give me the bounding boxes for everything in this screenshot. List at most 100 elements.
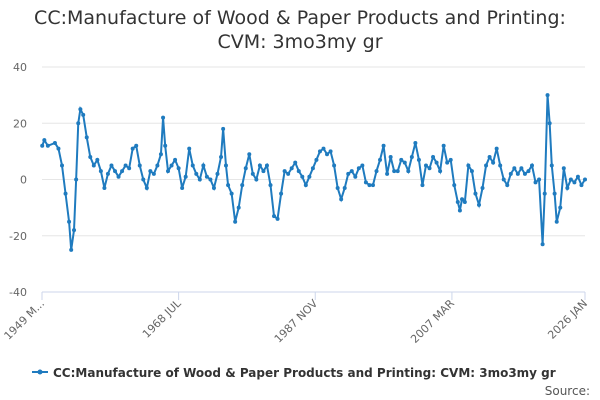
point [236,205,241,210]
point [180,185,185,190]
point [445,160,450,165]
point [491,160,496,165]
point [310,166,315,171]
legend-marker [37,369,43,375]
point [169,163,174,168]
point [282,169,287,174]
point [476,202,481,207]
point [455,200,460,204]
point [204,174,209,179]
point [448,157,453,162]
point [221,126,226,131]
point [498,163,503,168]
point [137,163,142,168]
point [346,171,351,176]
point [374,169,379,174]
point [42,138,47,143]
point [462,200,467,204]
point [254,177,259,182]
point [113,169,118,174]
point [141,177,146,182]
point [356,166,361,171]
point [441,143,446,148]
point [229,191,234,196]
point [568,177,573,182]
point [561,166,566,171]
point [183,174,188,179]
y-tick-label: -20 [9,230,27,243]
point [395,169,400,174]
point [558,205,563,210]
point [317,149,322,154]
point [243,166,248,171]
point [240,183,245,188]
point [233,219,238,224]
point [60,163,65,168]
point [438,169,443,174]
point [161,115,166,120]
point [505,183,510,188]
x-tick-label: 1968 JUL [140,296,184,340]
point [549,163,554,168]
point [314,157,319,162]
point [102,185,107,190]
point [120,169,125,174]
point [542,191,547,196]
point [360,163,365,168]
x-tick-label: 1987 NOV [272,297,321,346]
point [303,183,308,188]
x-tick-label: 2007 MAR [408,297,457,346]
point [423,163,428,168]
point [572,180,577,185]
y-tick-label: 0 [20,174,27,187]
point [420,183,425,188]
point [166,169,171,174]
point [197,177,202,182]
point [194,171,199,176]
point [473,191,478,196]
point [321,146,326,151]
point [512,166,517,171]
point [579,183,584,188]
point [95,157,100,162]
point [529,163,534,168]
point [399,157,404,162]
point [540,242,545,247]
point [552,191,557,196]
point [268,183,273,188]
point [134,143,139,148]
point [211,185,216,190]
series-line [41,95,586,250]
point [223,163,228,168]
point [565,185,570,190]
point [307,174,312,179]
point [370,183,375,188]
point [215,171,220,176]
point [554,219,559,224]
point [328,149,333,154]
point [402,160,407,165]
point [201,163,206,168]
point [105,171,110,176]
point [508,171,513,176]
point [40,143,45,148]
point [81,112,86,117]
x-tick-label: 1949 M... [2,297,48,343]
point [279,191,284,196]
point [469,169,474,174]
point [56,146,61,151]
point [296,169,301,174]
point [434,160,439,165]
point [158,152,163,157]
point [353,174,358,179]
point [522,171,527,176]
point [378,157,383,162]
point [286,171,291,176]
y-tick-label: 20 [13,117,27,130]
point [123,163,128,168]
point [335,185,340,190]
point [88,155,93,159]
point [367,183,372,188]
point [385,171,390,176]
